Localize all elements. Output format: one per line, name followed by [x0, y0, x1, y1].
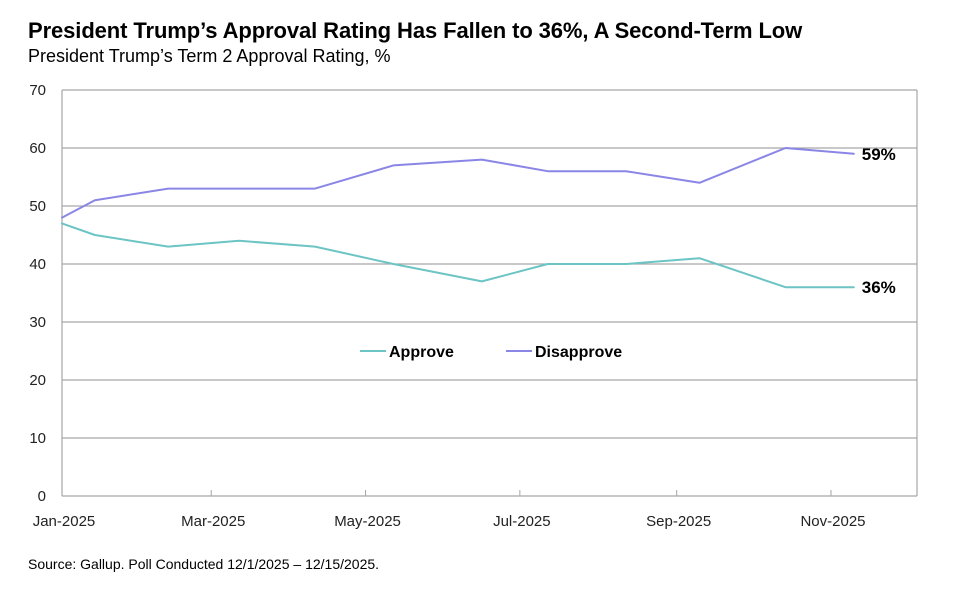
x-tick-label-Sep-2025: Sep-2025 [646, 513, 711, 530]
axes: 0 10 20 30 40 50 60 70 Jan-2025 Mar-2025 May-2025 J… [29, 82, 918, 530]
source-note: Source: Gallup. Poll Conducted 12/1/2025… [28, 556, 380, 572]
legend-label-approve: Approve [389, 344, 454, 361]
x-tick-label-Mar-2025: Mar-2025 [181, 513, 245, 530]
end-labels: 36% 59% [862, 145, 896, 297]
x-tick-label-Jul-2025: Jul-2025 [493, 513, 551, 530]
x-tick-label-Nov-2025: Nov-2025 [800, 513, 865, 530]
series-lines [61, 147, 855, 289]
y-tick-label-50: 50 [29, 198, 46, 215]
y-tick-label-60: 60 [29, 140, 46, 157]
y-tick-label-30: 30 [29, 314, 46, 331]
x-tick-label-May-2025: May-2025 [334, 513, 401, 530]
legend-label-disapprove: Disapprove [535, 344, 622, 361]
y-tick-label-20: 20 [29, 372, 46, 389]
y-tick-label-70: 70 [29, 82, 46, 99]
legend: Approve Disapprove [360, 344, 622, 361]
x-tick-label-Jan-2025: Jan-2025 [33, 513, 96, 530]
series-line-approve [61, 222, 855, 289]
series-line-disapprove [61, 147, 855, 219]
end-label-disapprove: 59% [862, 145, 896, 164]
end-label-approve: 36% [862, 278, 896, 297]
chart-title: President Trump’s Approval Rating Has Fa… [28, 18, 803, 43]
legend-item-approve: Approve [360, 344, 454, 361]
y-tick-label-40: 40 [29, 256, 46, 273]
y-tick-label-10: 10 [29, 430, 46, 447]
gridlines [62, 89, 917, 439]
y-tick-label-0: 0 [38, 488, 46, 505]
legend-item-disapprove: Disapprove [506, 344, 622, 361]
chart-subtitle: President Trump’s Term 2 Approval Rating… [28, 46, 391, 66]
